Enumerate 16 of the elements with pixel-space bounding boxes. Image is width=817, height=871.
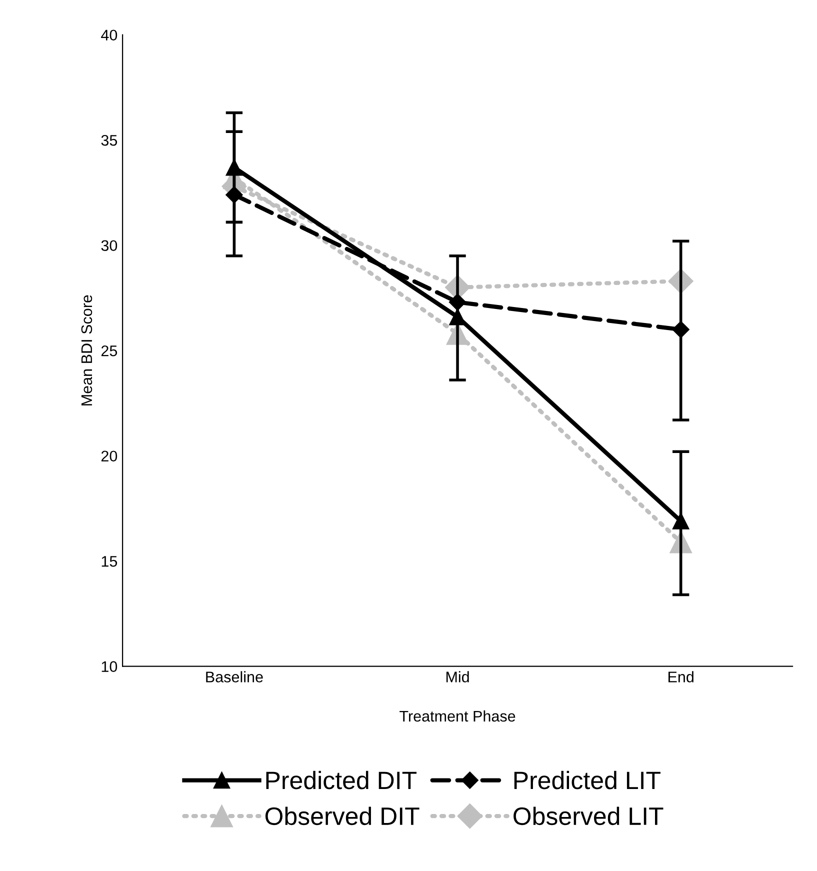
- x-tick-label: End: [668, 671, 694, 682]
- y-axis-title: Mean BDI Score: [81, 295, 92, 406]
- y-tick-label: 30: [101, 240, 118, 252]
- legend-label: Predicted LIT: [514, 770, 660, 790]
- legend-label: Observed LIT: [514, 806, 664, 826]
- legend-label: Predicted DIT: [266, 770, 417, 790]
- y-tick-label: 25: [101, 345, 118, 356]
- x-tick-label: Baseline: [206, 671, 263, 682]
- x-tick-label: Mid: [446, 671, 469, 682]
- y-tick-label: 40: [101, 30, 118, 41]
- y-tick-label: 15: [102, 556, 118, 567]
- legend-label: Observed DIT: [265, 806, 420, 826]
- x-axis-title: Treatment Phase: [400, 710, 516, 722]
- y-tick-label: 20: [101, 450, 118, 462]
- y-tick-label: 35: [101, 134, 118, 146]
- y-tick-label: 10: [102, 661, 118, 672]
